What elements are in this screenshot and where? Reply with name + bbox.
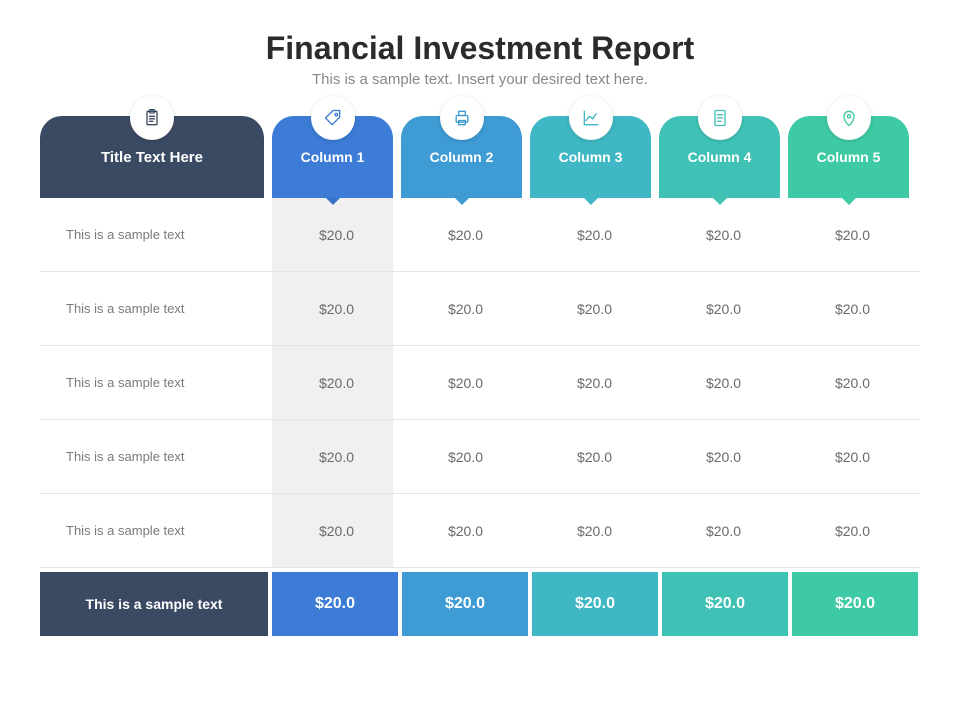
page-title: Financial Investment Report xyxy=(40,30,920,67)
cell-value: $20.0 xyxy=(530,523,659,539)
cell-value: $20.0 xyxy=(401,449,530,465)
cell-value: $20.0 xyxy=(401,227,530,243)
header-col-label: Column 2 xyxy=(430,149,494,165)
cell-value: $20.0 xyxy=(272,523,401,539)
cell-value: $20.0 xyxy=(401,375,530,391)
table-row: This is a sample text$20.0$20.0$20.0$20.… xyxy=(40,272,920,346)
map-icon xyxy=(827,96,871,140)
page-subtitle: This is a sample text. Insert your desir… xyxy=(40,71,920,88)
table-row: This is a sample text$20.0$20.0$20.0$20.… xyxy=(40,198,920,272)
printer-icon xyxy=(440,96,484,140)
cell-value: $20.0 xyxy=(272,375,401,391)
header-col-4: Column 4 xyxy=(659,116,780,198)
doc-icon xyxy=(698,96,742,140)
chart-icon xyxy=(569,96,613,140)
cell-value: $20.0 xyxy=(659,449,788,465)
footer-value: $20.0 xyxy=(272,572,398,636)
header-col-label: Column 1 xyxy=(301,149,365,165)
footer-value: $20.0 xyxy=(532,572,658,636)
footer-row: This is a sample text$20.0$20.0$20.0$20.… xyxy=(40,572,920,636)
cell-value: $20.0 xyxy=(659,523,788,539)
header-col-label: Column 4 xyxy=(688,149,752,165)
footer-label: This is a sample text xyxy=(40,572,268,636)
cell-value: $20.0 xyxy=(659,301,788,317)
row-label: This is a sample text xyxy=(40,301,272,316)
cell-value: $20.0 xyxy=(401,301,530,317)
cell-value: $20.0 xyxy=(788,449,917,465)
tag-icon xyxy=(311,96,355,140)
investment-table: Title Text Here Column 1 Column 2 Column 3 C… xyxy=(40,116,920,636)
table-row: This is a sample text$20.0$20.0$20.0$20.… xyxy=(40,494,920,568)
cell-value: $20.0 xyxy=(401,523,530,539)
cell-value: $20.0 xyxy=(788,375,917,391)
header-title-label: Title Text Here xyxy=(101,149,203,166)
header-col-2: Column 2 xyxy=(401,116,522,198)
clipboard-icon xyxy=(130,96,174,140)
header-col-3: Column 3 xyxy=(530,116,651,198)
header-col-label: Column 3 xyxy=(559,149,623,165)
header-row: Title Text Here Column 1 Column 2 Column 3 C… xyxy=(40,116,920,198)
header-col-1: Column 1 xyxy=(272,116,393,198)
row-label: This is a sample text xyxy=(40,449,272,464)
cell-value: $20.0 xyxy=(659,227,788,243)
cell-value: $20.0 xyxy=(659,375,788,391)
table-row: This is a sample text$20.0$20.0$20.0$20.… xyxy=(40,346,920,420)
footer-value: $20.0 xyxy=(792,572,918,636)
cell-value: $20.0 xyxy=(272,227,401,243)
cell-value: $20.0 xyxy=(272,449,401,465)
cell-value: $20.0 xyxy=(530,375,659,391)
row-label: This is a sample text xyxy=(40,523,272,538)
footer-value: $20.0 xyxy=(402,572,528,636)
cell-value: $20.0 xyxy=(788,227,917,243)
row-label: This is a sample text xyxy=(40,227,272,242)
cell-value: $20.0 xyxy=(788,523,917,539)
row-label: This is a sample text xyxy=(40,375,272,390)
header-col-label: Column 5 xyxy=(817,149,881,165)
cell-value: $20.0 xyxy=(530,449,659,465)
table-row: This is a sample text$20.0$20.0$20.0$20.… xyxy=(40,420,920,494)
cell-value: $20.0 xyxy=(530,301,659,317)
footer-value: $20.0 xyxy=(662,572,788,636)
body-rows: This is a sample text$20.0$20.0$20.0$20.… xyxy=(40,198,920,568)
cell-value: $20.0 xyxy=(530,227,659,243)
header-col-5: Column 5 xyxy=(788,116,909,198)
header-title-cell: Title Text Here xyxy=(40,116,264,198)
cell-value: $20.0 xyxy=(788,301,917,317)
cell-value: $20.0 xyxy=(272,301,401,317)
